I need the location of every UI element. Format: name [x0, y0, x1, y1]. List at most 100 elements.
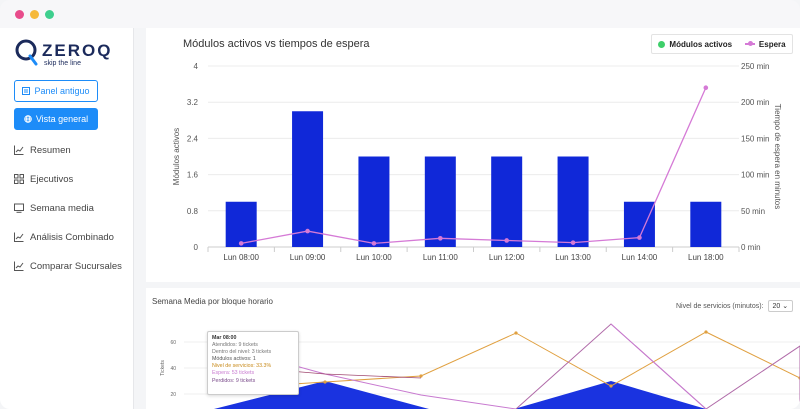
chart-title: Módulos activos vs tiempos de espera — [183, 38, 370, 50]
old-panel-button[interactable]: Panel antiguo — [14, 80, 98, 102]
weekly-average-card: 20 40 60 Tickets Semana Media por bloque ho… — [146, 288, 800, 409]
y2-tick-label: 250 min — [741, 62, 769, 71]
sidebar-item-label: Análisis Combinado — [30, 231, 114, 243]
globe-icon — [24, 115, 32, 123]
chevron-down-icon: ⌄ — [782, 303, 789, 310]
panel-icon — [22, 87, 31, 95]
tooltip-row: Dentro del nivel: 3 tickets — [212, 349, 272, 356]
espera-point — [438, 236, 443, 241]
service-level-select[interactable]: 20 ⌄ — [767, 300, 794, 312]
service-level-value: 20 — [772, 303, 781, 310]
espera-point — [305, 228, 310, 234]
bar-modulos-activos — [623, 201, 655, 247]
sidebar-item-comparar-sucursales[interactable]: Comparar Sucursales — [14, 256, 134, 276]
x-tick-label: Lun 09:00 — [290, 253, 326, 262]
minimize-window-button[interactable] — [30, 10, 39, 19]
x-tick-label: Lun 12:00 — [489, 253, 525, 262]
legend-label-modulos: Módulos activos — [669, 39, 733, 49]
legend-line-icon — [744, 41, 755, 46]
x-tick-label: Lun 11:00 — [423, 253, 459, 262]
espera-point — [637, 235, 642, 240]
line-chart-icon — [14, 232, 24, 242]
old-panel-label: Panel antiguo — [34, 86, 90, 96]
service-level-point — [514, 331, 518, 335]
chart-tooltip: Mar 08:00 Atendidos: 9 tickets Dentro del… — [207, 331, 299, 395]
logo-tagline: skip the line — [44, 60, 81, 67]
y-tick-label: 0.8 — [187, 207, 199, 216]
y-tick-label: 4 — [194, 62, 199, 71]
grid-icon — [14, 174, 24, 184]
y2-tick-label: 100 min — [741, 171, 769, 180]
legend-item-modulos[interactable]: Módulos activos — [658, 40, 732, 49]
espera-point — [238, 241, 244, 246]
espera-point — [703, 85, 709, 91]
y-tick-label: 3.2 — [187, 98, 199, 107]
weekly-chart-title: Semana Media por bloque horario — [152, 297, 273, 306]
sidebar-item-analisis-combinado[interactable]: Análisis Combinado — [14, 227, 134, 247]
y2-tick-label: 150 min — [741, 134, 769, 143]
y-tick-label: 1.6 — [187, 171, 199, 180]
x-tick-label: Lun 14:00 — [622, 253, 658, 262]
service-level-point — [609, 384, 613, 388]
bar-modulos-activos — [358, 156, 390, 247]
espera-line — [241, 87, 707, 245]
y-tick-label: 20 — [170, 392, 176, 398]
legend-item-espera[interactable]: Espera — [744, 39, 786, 49]
tooltip-row: Nivel de servicios: 33.3% — [212, 363, 272, 370]
tooltip-row: Atendidos: 9 tickets — [212, 342, 258, 349]
y2-tick-label: 50 min — [741, 207, 765, 216]
perdidos-line — [515, 323, 800, 409]
y2-tick-label: 0 min — [741, 243, 761, 252]
line-chart-icon — [14, 261, 24, 271]
bar-modulos-activos — [557, 156, 589, 247]
bar-modulos-activos — [491, 156, 523, 247]
modules-vs-wait-card: 0 0.8 1.6 2.4 3.2 4 0 min 50 min 100 min 150 min 2… — [146, 28, 800, 282]
y2-tick-label: 200 min — [741, 98, 769, 107]
service-level-point — [323, 380, 327, 384]
service-level-label: Nivel de servicios (minutos): — [676, 302, 764, 310]
y-tick-label: 40 — [170, 366, 176, 372]
sidebar-item-resumen[interactable]: Resumen — [14, 140, 134, 160]
tooltip-row: Módulos activos: 1 — [212, 356, 256, 363]
x-tick-label: Lun 18:00 — [688, 253, 724, 262]
sidebar-item-label: Semana media — [30, 202, 94, 214]
line-chart-icon — [14, 145, 24, 155]
logo-name: ZEROQ — [42, 41, 113, 60]
service-level-point — [419, 374, 423, 378]
chart-legend: Módulos activos Espera — [651, 34, 793, 54]
bar-modulos-activos — [225, 201, 257, 247]
modules-vs-wait-chart: 0 0.8 1.6 2.4 3.2 4 0 min 50 min 100 min 150 min 2… — [172, 62, 782, 262]
general-view-button[interactable]: Vista general — [14, 108, 98, 130]
sidebar-item-ejecutivos[interactable]: Ejecutivos — [14, 169, 134, 189]
y-axis-label: Módulos activos — [172, 128, 181, 185]
area-shape — [514, 381, 706, 409]
espera-point — [371, 241, 377, 246]
x-tick-label: Lun 13:00 — [555, 253, 591, 262]
service-level-line — [229, 331, 800, 389]
general-view-label: Vista general — [35, 114, 89, 124]
zeroq-logo-icon — [15, 39, 38, 66]
espera-week-line — [610, 323, 707, 409]
legend-dot-icon — [658, 40, 666, 48]
maximize-window-button[interactable] — [45, 10, 54, 19]
legend-label-espera: Espera — [758, 39, 786, 49]
service-level-control: Nivel de servicios (minutos): 20 ⌄ — [676, 300, 794, 312]
sidebar-item-label: Resumen — [30, 144, 71, 156]
x-tick-label: Lun 08:00 — [223, 253, 259, 262]
y-tick-label: 2.4 — [187, 134, 199, 143]
zeroq-logo[interactable]: ZEROQ skip the line — [14, 38, 124, 74]
service-level-point — [704, 330, 708, 334]
monitor-icon — [14, 203, 24, 213]
y-axis-label: Tickets — [160, 360, 166, 376]
bar-modulos-activos — [424, 156, 456, 247]
sidebar-item-label: Comparar Sucursales — [30, 260, 122, 272]
close-window-button[interactable] — [15, 10, 24, 19]
bar-modulos-activos — [292, 111, 324, 247]
sidebar: ZEROQ skip the line Panel antiguo Vista … — [0, 28, 134, 409]
y-tick-label: 60 — [170, 340, 176, 346]
sidebar-item-semana-media[interactable]: Semana media — [14, 198, 134, 218]
bar-modulos-activos — [690, 201, 722, 247]
window-titlebar — [0, 0, 800, 28]
sidebar-item-label: Ejecutivos — [30, 173, 74, 185]
